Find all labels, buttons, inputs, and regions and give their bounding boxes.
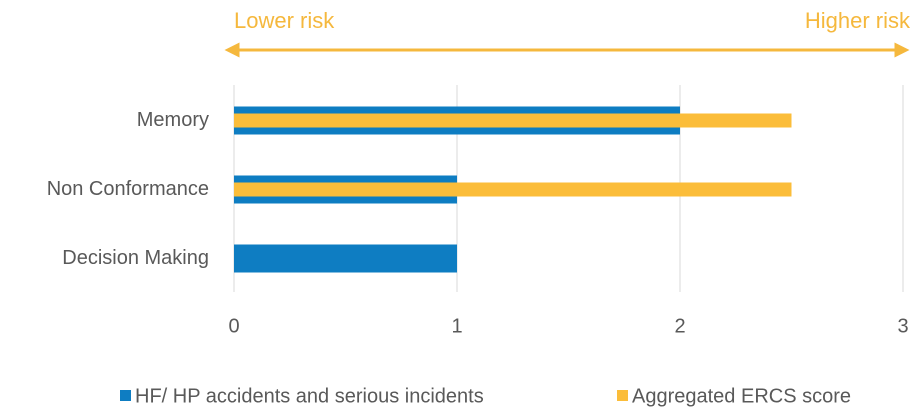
annotation: Higher risk: [805, 8, 911, 33]
x-tick-label: 0: [228, 315, 239, 337]
x-tick-label: 1: [451, 315, 462, 337]
legend-swatch: [120, 390, 131, 401]
annotation: Lower risk: [234, 8, 335, 33]
legend-label: Aggregated ERCS score: [632, 385, 851, 407]
bar: [234, 113, 792, 128]
y-tick-label: Non Conformance: [47, 178, 209, 200]
legend-label: HF/ HP accidents and serious incidents: [135, 385, 484, 407]
legend-swatch: [617, 390, 628, 401]
y-tick-label: Memory: [137, 109, 209, 131]
y-tick-label: Decision Making: [62, 247, 209, 269]
x-tick-label: 2: [674, 315, 685, 337]
bar: [234, 244, 457, 273]
x-tick-label: 3: [897, 315, 908, 337]
bar: [234, 182, 792, 197]
